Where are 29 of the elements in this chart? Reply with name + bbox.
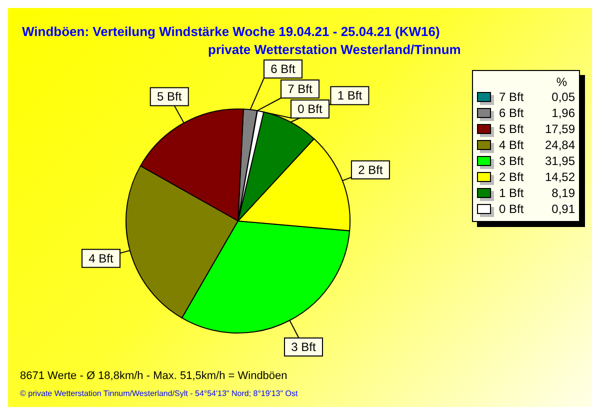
data-label: 1,96 — [550, 106, 575, 120]
slice-label: 7 Bft — [288, 82, 313, 96]
chart-subtitle: private Wetterstation Westerland/Tinnum — [208, 42, 461, 57]
text: 8671 Werte - Ø 18,8km/h - Max. 51,5km/h = Windböen — [20, 370, 288, 382]
slice-label: 3 Bft — [291, 340, 317, 354]
data-label: 0,05 — [550, 90, 575, 104]
data-label: 8,19 — [550, 186, 575, 200]
slice-label: 1 Bft — [337, 88, 363, 103]
legend-label: 4 Bft — [499, 138, 525, 152]
data-label: 24,84 — [544, 138, 575, 152]
legend-label: 3 Bft — [499, 154, 525, 168]
legend-label: 6 Bft — [499, 106, 525, 120]
legend-label: 1 Bft — [499, 186, 525, 200]
slice-label: 6 Bft — [270, 62, 296, 76]
slice-label: 2 Bft — [358, 162, 384, 177]
chart-title: Windböen: Verteilung Windstärke Woche 19.04.21 - 25.04.21 (KW16) — [22, 24, 440, 39]
slice-label: 5 Bft — [157, 90, 182, 104]
legend-label: 7 Bft — [499, 90, 525, 104]
legend-label: 5 Bft — [499, 122, 525, 136]
slice-label: 0 Bft — [298, 102, 323, 116]
legend-label: 0 Bft — [499, 202, 525, 216]
data-label: 0,91 — [550, 202, 575, 216]
slice-label: 4 Bft — [88, 251, 114, 266]
data-label: 14,52 — [544, 170, 575, 184]
data-label: 31,95 — [544, 154, 575, 168]
data-label: 17,59 — [544, 122, 575, 136]
text: © private Wetterstation Tinnum/Westerland/Sylt - 54°54'13" Nord; 8°19'13" Ost — [20, 389, 298, 398]
legend-label: 2 Bft — [499, 170, 525, 184]
legend-title: % — [555, 75, 568, 89]
